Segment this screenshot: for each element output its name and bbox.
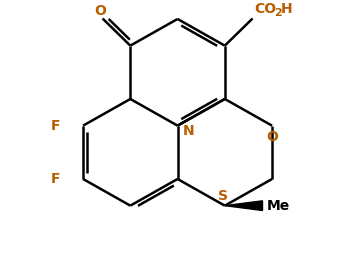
Text: N: N [182,123,194,138]
Text: H: H [280,2,292,16]
Text: F: F [51,172,60,186]
Text: O: O [266,130,278,144]
Text: F: F [51,119,60,133]
Text: S: S [218,189,228,203]
Polygon shape [225,201,262,210]
Text: CO: CO [255,2,277,16]
Text: 2: 2 [274,8,282,18]
Text: Me: Me [266,199,290,213]
Text: O: O [95,4,106,18]
